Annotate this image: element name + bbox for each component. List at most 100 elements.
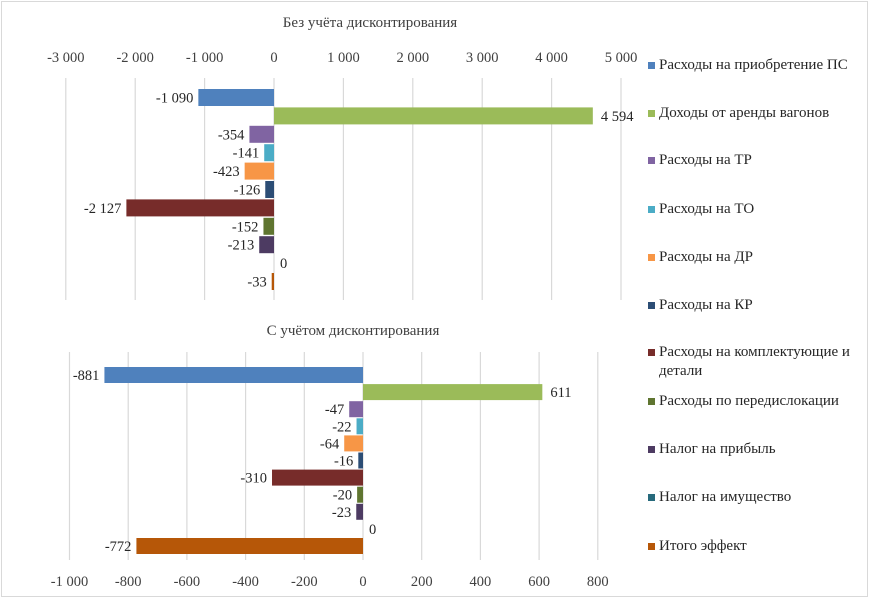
legend-label: Расходы на ТР [659, 152, 752, 168]
data-label: -23 [332, 505, 351, 521]
legend-item: Расходы на КР [648, 296, 869, 315]
legend-label: Расходы на ДР [659, 249, 753, 265]
legend-swatch-icon [648, 302, 655, 309]
bar [363, 384, 543, 401]
legend-swatch-icon [648, 349, 655, 356]
legend-swatch-icon [648, 446, 655, 453]
x-tick-label: 400 [470, 574, 492, 590]
chart-undiscounted: Без учёта дисконтирования -3 000 -2 000 -1… [47, 15, 637, 300]
data-label: -423 [213, 164, 240, 180]
chart-discounted: С учётом дисконтирования -1 000 -800 -600 -… [51, 323, 609, 590]
data-label: 4 594 [601, 109, 634, 125]
legend-item: Расходы на ТО [648, 200, 869, 219]
bar [356, 503, 363, 520]
x-tick-label: -200 [291, 574, 318, 590]
legend-label: Расходы на ТО [659, 201, 755, 217]
x-tick-label: -800 [115, 574, 142, 590]
data-label: -152 [232, 219, 259, 235]
bar [271, 273, 274, 290]
x-tick-label: 1 000 [327, 50, 360, 66]
legend-swatch-icon [648, 543, 655, 550]
legend-swatch-icon [648, 157, 655, 164]
legend-item: Налог на имущество [648, 488, 869, 507]
bar [263, 217, 274, 235]
legend-item: Налог на прибыль [648, 440, 869, 459]
legend-label: Расходы на приобретение ПС [659, 57, 848, 73]
legend-swatch-icon [648, 494, 655, 501]
data-label: 0 [280, 256, 287, 272]
legend-swatch-icon [648, 254, 655, 261]
x-tick-label: 800 [587, 574, 609, 590]
chart-title-undiscounted: Без учёта дисконтирования [283, 15, 458, 31]
legend-item: Итого эффект [648, 537, 869, 556]
legend-swatch-icon [648, 398, 655, 405]
x-tick-label: 4 000 [535, 50, 568, 66]
bar [349, 401, 363, 418]
x-tick-label: -2 000 [116, 50, 153, 66]
bar [244, 162, 274, 180]
x-tick-label: 0 [359, 574, 366, 590]
x-tick-label: -3 000 [47, 50, 84, 66]
data-label: -16 [334, 454, 353, 470]
bar [344, 435, 363, 452]
legend-item: Расходы на приобретение ПС [648, 56, 869, 75]
legend-label: Налог на имущество [659, 489, 792, 505]
data-label: -47 [325, 402, 344, 418]
data-label: -881 [73, 368, 100, 384]
legend-swatch-icon [648, 110, 655, 117]
data-label: -1 090 [156, 91, 193, 107]
data-label: -2 127 [84, 201, 121, 217]
bar [357, 486, 363, 503]
legend-item: Расходы на комплектующие и детали [648, 343, 869, 381]
legend-label: Налог на прибыль [659, 441, 776, 457]
legend-label: Расходы на КР [659, 297, 753, 313]
bar [358, 452, 363, 469]
x-tick-label: 3 000 [466, 50, 499, 66]
bar [274, 107, 593, 125]
x-tick-label: 0 [270, 50, 277, 66]
legend-item: Расходы на ДР [648, 248, 869, 267]
data-label: -772 [105, 539, 132, 555]
data-label: -126 [234, 183, 261, 199]
legend-label: Расходы на комплектующие и детали [659, 344, 850, 379]
data-label: -22 [332, 419, 351, 435]
x-tick-label: -400 [232, 574, 259, 590]
x-tick-label: -1 000 [51, 574, 88, 590]
legend-label: Доходы от аренды вагонов [659, 105, 830, 121]
bar [249, 125, 274, 143]
bar [356, 418, 363, 435]
bar [272, 469, 363, 486]
data-label: -141 [233, 146, 260, 162]
legend-swatch-icon [648, 62, 655, 69]
legend-item: Доходы от аренды вагонов [648, 104, 869, 123]
x-tick-label: 600 [528, 574, 550, 590]
bar [264, 144, 274, 162]
legend-item: Расходы на ТР [648, 151, 869, 170]
bar [198, 89, 274, 106]
data-label: 611 [550, 385, 571, 401]
bar [126, 199, 274, 217]
data-label: -64 [320, 436, 340, 452]
chart-title-discounted: С учётом дисконтирования [267, 323, 440, 339]
bar [136, 538, 363, 554]
data-label: 0 [369, 522, 376, 538]
bar [104, 367, 363, 383]
x-tick-label: 2 000 [396, 50, 429, 66]
x-tick-label: -1 000 [186, 50, 223, 66]
legend-item: Расходы по передислокации [648, 392, 869, 411]
data-label: -33 [247, 275, 266, 291]
x-tick-label: 5 000 [605, 50, 638, 66]
legend-label: Расходы по передислокации [659, 393, 839, 409]
legend-label: Итого эффект [659, 538, 747, 554]
bar [265, 181, 274, 198]
data-label: -354 [218, 127, 245, 143]
bar [259, 236, 274, 254]
legend-swatch-icon [648, 206, 655, 213]
x-tick-label: -600 [174, 574, 201, 590]
data-label: -310 [240, 471, 267, 487]
x-tick-label: 200 [411, 574, 433, 590]
data-label: -20 [333, 488, 352, 504]
data-label: -213 [228, 238, 255, 254]
